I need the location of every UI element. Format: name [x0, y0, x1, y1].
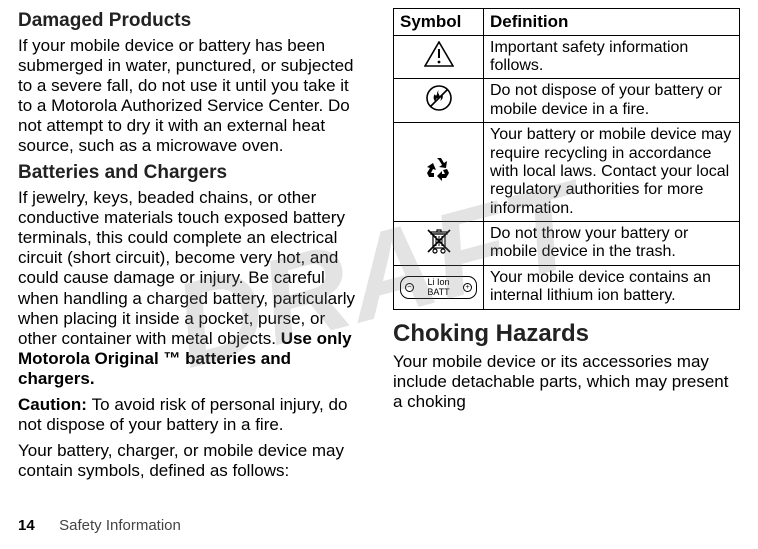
table-row: Do not dispose of your battery or mobile… [394, 79, 740, 123]
heading-damaged-products: Damaged Products [18, 10, 365, 32]
plus-icon: + [463, 283, 472, 292]
symbol-recycle [394, 123, 484, 222]
def-recycle: Your battery or mobile device may requir… [484, 123, 740, 222]
def-warning: Important safety information follows. [484, 35, 740, 79]
right-column: Symbol Definition Important safety infor… [393, 8, 740, 487]
recycle-icon [424, 155, 454, 183]
left-column: Damaged Products If your mobile device o… [18, 8, 365, 487]
para-batteries: If jewelry, keys, beaded chains, or othe… [18, 188, 365, 388]
para-symbols-intro: Your battery, charger, or mobile device … [18, 441, 365, 481]
caution-lead: Caution: [18, 395, 92, 414]
no-trash-icon [424, 226, 454, 256]
def-no-trash: Do not throw your battery or mobile devi… [484, 222, 740, 266]
table-row: Your battery or mobile device may requir… [394, 123, 740, 222]
th-definition: Definition [484, 9, 740, 36]
warning-triangle-icon [424, 41, 454, 67]
symbol-no-trash [394, 222, 484, 266]
symbol-liion: − Li Ion BATT + [394, 265, 484, 309]
para-choking: Your mobile device or its accessories ma… [393, 352, 740, 412]
page-number: 14 [18, 517, 35, 534]
minus-icon: − [405, 283, 414, 292]
page-footer: 14 Safety Information [18, 517, 181, 535]
table-header-row: Symbol Definition [394, 9, 740, 36]
heading-batteries-chargers: Batteries and Chargers [18, 162, 365, 184]
table-row: − Li Ion BATT + Your mobile device conta… [394, 265, 740, 309]
table-row: Important safety information follows. [394, 35, 740, 79]
para-batteries-text: If jewelry, keys, beaded chains, or othe… [18, 188, 355, 347]
section-name: Safety Information [59, 517, 181, 534]
symbol-definition-table: Symbol Definition Important safety infor… [393, 8, 740, 310]
heading-choking-hazards: Choking Hazards [393, 320, 740, 348]
content-columns: Damaged Products If your mobile device o… [0, 0, 758, 487]
def-no-fire: Do not dispose of your battery or mobile… [484, 79, 740, 123]
liion-text: Li Ion BATT [416, 277, 461, 298]
para-damaged: If your mobile device or battery has bee… [18, 36, 365, 156]
para-caution: Caution: To avoid risk of personal injur… [18, 395, 365, 435]
th-symbol: Symbol [394, 9, 484, 36]
table-row: Do not throw your battery or mobile devi… [394, 222, 740, 266]
def-liion: Your mobile device contains an internal … [484, 265, 740, 309]
symbol-no-fire [394, 79, 484, 123]
symbol-warning-triangle [394, 35, 484, 79]
no-fire-icon [425, 84, 453, 112]
liion-badge: − Li Ion BATT + [400, 276, 477, 299]
